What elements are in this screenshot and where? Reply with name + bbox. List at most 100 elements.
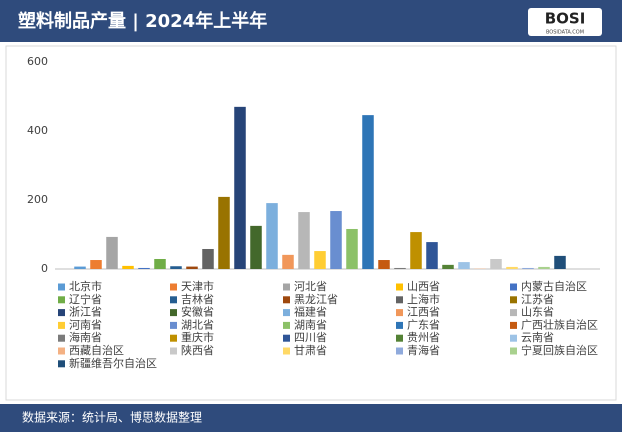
legend-swatch xyxy=(396,347,403,355)
legend-label: 黑龙江省 xyxy=(294,293,338,306)
legend-swatch xyxy=(283,296,290,304)
bar xyxy=(170,266,182,269)
legend-label: 海南省 xyxy=(69,330,102,344)
legend-swatch xyxy=(170,283,177,291)
y-tick-label: 200 xyxy=(27,193,48,206)
legend-swatch xyxy=(58,283,65,291)
header-bar xyxy=(0,0,622,42)
legend-label: 新疆维吾尔自治区 xyxy=(69,356,157,370)
bar xyxy=(346,228,358,269)
bar xyxy=(122,265,134,269)
plot-frame xyxy=(5,45,617,401)
legend-label: 湖北省 xyxy=(181,318,214,331)
legend-swatch xyxy=(58,360,65,368)
bar xyxy=(202,248,214,269)
legend-label: 重庆市 xyxy=(181,330,214,344)
legend-swatch xyxy=(170,321,177,329)
legend-label: 北京市 xyxy=(69,279,102,293)
bar xyxy=(330,211,342,269)
legend-swatch xyxy=(283,283,290,291)
legend-label: 西藏自治区 xyxy=(69,343,124,357)
bar xyxy=(90,260,102,269)
y-tick-label: 400 xyxy=(27,124,48,137)
legend-label: 浙江省 xyxy=(69,306,102,319)
legend-swatch xyxy=(510,347,517,355)
logo: BOSI xyxy=(545,10,586,28)
bar xyxy=(282,254,294,269)
legend-label: 湖南省 xyxy=(294,318,327,331)
bar xyxy=(426,242,438,269)
legend-swatch xyxy=(396,283,403,291)
legend-label: 贵州省 xyxy=(407,331,440,344)
legend-label: 江西省 xyxy=(407,306,440,319)
bar xyxy=(314,251,326,269)
source: 数据来源：统计局、博思数据整理 xyxy=(22,410,202,425)
legend-label: 云南省 xyxy=(521,331,554,344)
legend-label: 青海省 xyxy=(407,343,440,357)
legend-swatch xyxy=(283,334,290,342)
legend-swatch xyxy=(170,347,177,355)
bar xyxy=(506,266,518,269)
legend-label: 上海市 xyxy=(407,292,440,306)
legend-label: 安徽省 xyxy=(181,305,214,319)
legend-swatch xyxy=(58,296,65,304)
legend-swatch xyxy=(170,309,177,317)
legend-label: 广西壮族自治区 xyxy=(521,317,598,331)
bar xyxy=(154,258,166,269)
bar xyxy=(138,267,150,269)
legend-swatch xyxy=(170,296,177,304)
bar xyxy=(250,225,262,269)
bar xyxy=(378,260,390,269)
bar xyxy=(186,266,198,269)
legend-label: 内蒙古自治区 xyxy=(521,279,587,293)
y-tick-label: 600 xyxy=(27,55,48,68)
bar xyxy=(538,266,550,269)
legend-swatch xyxy=(283,309,290,317)
bar xyxy=(554,255,566,269)
bar xyxy=(234,106,246,269)
legend-label: 天津市 xyxy=(181,279,214,293)
legend-swatch xyxy=(396,309,403,317)
legend-swatch xyxy=(510,309,517,317)
legend-swatch xyxy=(396,321,403,329)
legend-swatch xyxy=(58,321,65,329)
legend-swatch xyxy=(510,334,517,342)
bar xyxy=(106,236,118,269)
legend-label: 山东省 xyxy=(521,306,554,319)
legend-label: 四川省 xyxy=(294,331,327,344)
bar xyxy=(218,196,230,269)
legend-swatch xyxy=(510,321,517,329)
y-tick-label: 0 xyxy=(41,262,48,275)
legend-swatch xyxy=(58,309,65,317)
bar xyxy=(298,212,310,269)
legend-swatch xyxy=(510,283,517,291)
legend-label: 江苏省 xyxy=(521,293,554,306)
logo-sub: BOSIDATA.COM xyxy=(546,30,584,36)
legend-label: 河北省 xyxy=(294,280,327,293)
legend-swatch xyxy=(510,296,517,304)
legend-swatch xyxy=(283,321,290,329)
legend-label: 福建省 xyxy=(294,305,327,319)
legend-label: 广东省 xyxy=(407,318,440,331)
legend-label: 河南省 xyxy=(69,318,102,331)
bar xyxy=(362,115,374,269)
legend-swatch xyxy=(283,347,290,355)
legend-label: 吉林省 xyxy=(181,292,214,306)
bar xyxy=(410,232,422,269)
bar xyxy=(394,267,406,269)
logo-box xyxy=(528,8,602,36)
bar xyxy=(458,262,470,269)
bar xyxy=(490,258,502,269)
bar xyxy=(74,266,86,269)
footer-bar xyxy=(0,404,622,432)
legend-label: 陕西省 xyxy=(181,343,214,357)
legend-swatch xyxy=(170,334,177,342)
legend-swatch xyxy=(58,347,65,355)
bar xyxy=(442,264,454,269)
legend-label: 山西省 xyxy=(407,280,440,293)
bar xyxy=(266,203,278,269)
legend-swatch xyxy=(396,296,403,304)
legend-swatch xyxy=(58,334,65,342)
